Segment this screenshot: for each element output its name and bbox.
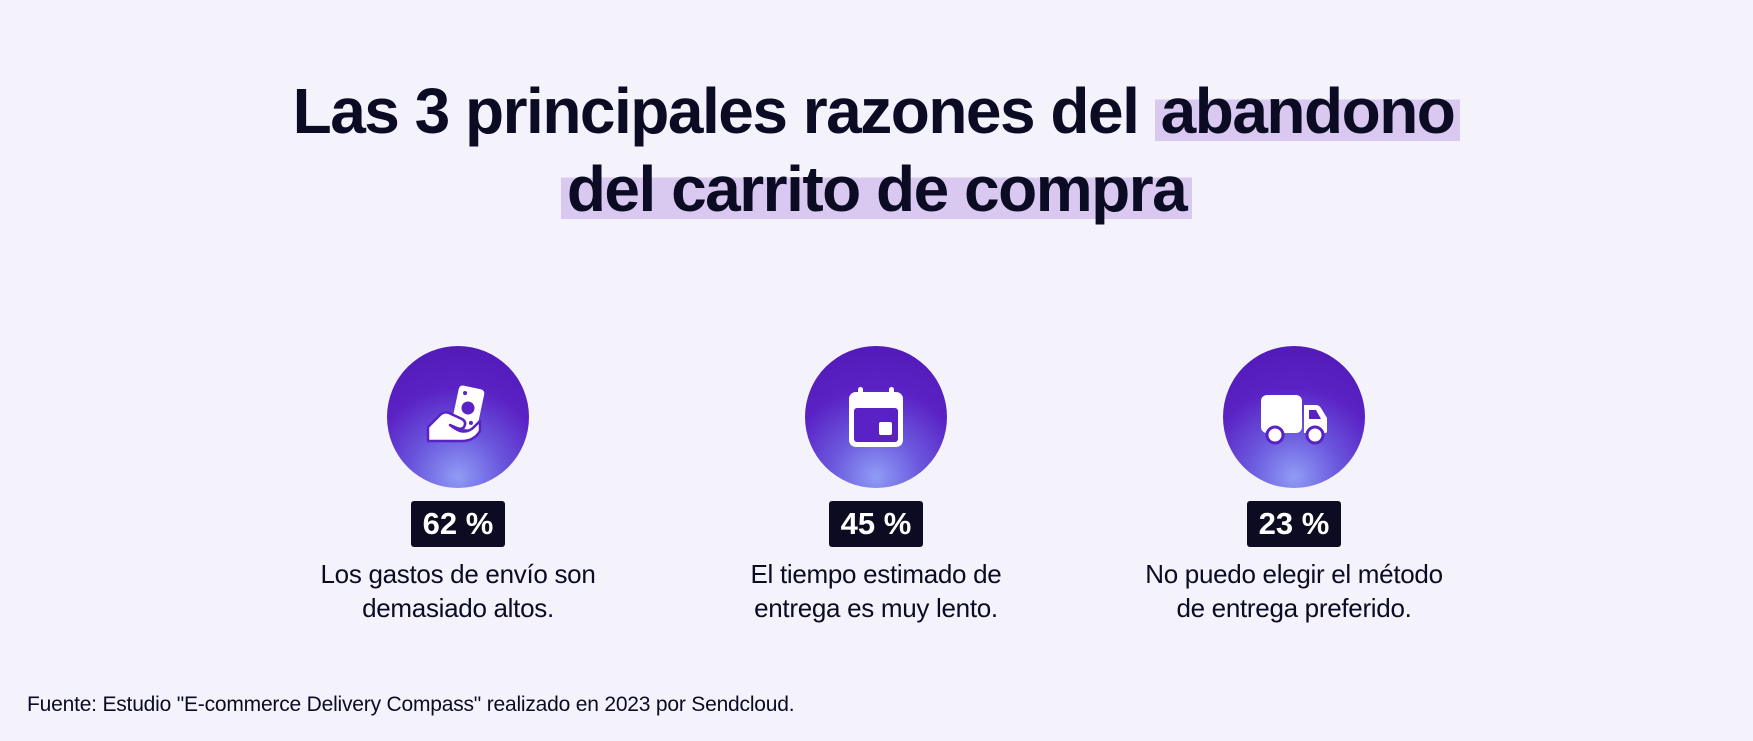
delivery-truck-icon bbox=[1261, 395, 1327, 445]
icon-circle bbox=[805, 346, 947, 488]
stat-description: El tiempo estimado de entrega es muy len… bbox=[751, 557, 1002, 625]
source-note: Fuente: Estudio "E-commerce Delivery Com… bbox=[27, 693, 795, 716]
icon-circle bbox=[1223, 346, 1365, 488]
icon-circle bbox=[387, 346, 529, 488]
stat-item-delivery-time: 45 % El tiempo estimado de entrega es mu… bbox=[686, 346, 1066, 625]
title-highlight-2: del carrito de compra bbox=[560, 153, 1193, 225]
calendar-icon bbox=[849, 387, 903, 447]
stat-description: No puedo elegir el método de entrega pre… bbox=[1145, 557, 1443, 625]
stat-description-line-1: Los gastos de envío son bbox=[320, 559, 596, 589]
stat-description-line-1: El tiempo estimado de bbox=[750, 559, 1002, 589]
percent-badge: 23 % bbox=[1246, 501, 1342, 547]
stat-item-delivery-method: 23 % No puedo elegir el método de entreg… bbox=[1104, 346, 1484, 625]
stat-description-line-2: de entrega preferido. bbox=[1176, 593, 1412, 623]
stat-description: Los gastos de envío son demasiado altos. bbox=[321, 557, 596, 625]
title-line-1: Las 3 principales razones del abandono bbox=[293, 75, 1461, 147]
hand-money-icon bbox=[426, 385, 485, 443]
title-part-1: Las 3 principales razones del bbox=[292, 75, 1140, 147]
title-highlight-1: abandono bbox=[1154, 75, 1461, 147]
stat-description-line-2: demasiado altos. bbox=[362, 593, 554, 623]
stats-row: 62 % Los gastos de envío son demasiado a… bbox=[0, 346, 1753, 626]
stat-description-line-2: entrega es muy lento. bbox=[754, 593, 998, 623]
percent-badge: 62 % bbox=[410, 501, 506, 547]
percent-badge: 45 % bbox=[828, 501, 924, 547]
stat-item-shipping-costs: 62 % Los gastos de envío son demasiado a… bbox=[268, 346, 648, 625]
page-title: Las 3 principales razones del abandono d… bbox=[0, 72, 1753, 228]
stat-description-line-1: No puedo elegir el método bbox=[1145, 559, 1443, 589]
